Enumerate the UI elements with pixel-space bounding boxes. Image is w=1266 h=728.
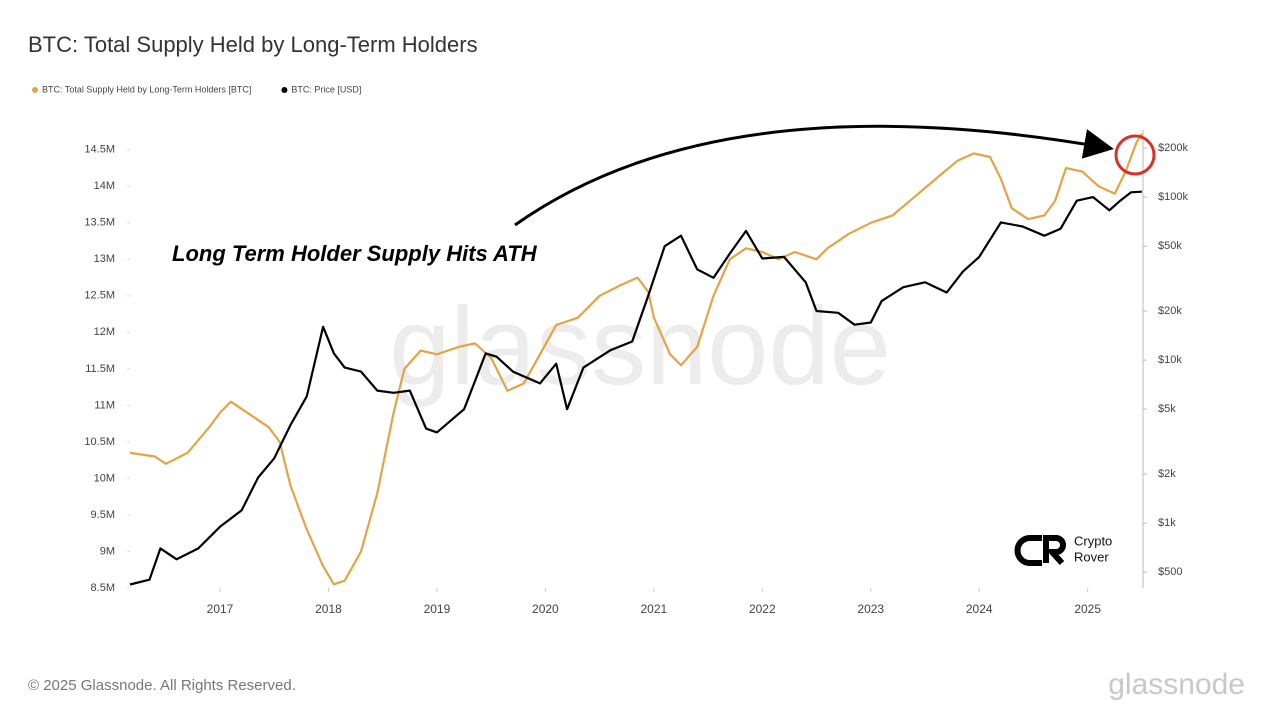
- y2-tick-label: $50k: [1158, 240, 1182, 252]
- x-tick-label: 2021: [641, 602, 668, 616]
- y-tick-label: 14.5M: [84, 144, 115, 156]
- y-tick-label: 13M: [94, 253, 115, 265]
- y2-tick-label: $200k: [1158, 142, 1188, 154]
- legend-label: BTC: Total Supply Held by Long-Term Hold…: [42, 84, 251, 94]
- legend-label: BTC: Price [USD]: [291, 84, 361, 94]
- copyright: © 2025 Glassnode. All Rights Reserved.: [28, 677, 296, 694]
- y-tick-label: 13.5M: [84, 217, 115, 229]
- x-tick-label: 2023: [857, 602, 884, 616]
- branding-logo: Crypto Rover: [1014, 533, 1112, 566]
- y-tick-label: 10M: [94, 472, 115, 484]
- x-tick-label: 2020: [532, 602, 559, 616]
- chart-title: BTC: Total Supply Held by Long-Term Hold…: [28, 32, 478, 57]
- y-tick-label: 11.5M: [85, 363, 115, 375]
- logo-mark: [1014, 535, 1042, 566]
- legend-swatch: [32, 87, 38, 93]
- y2-tick-label: $2k: [1158, 468, 1176, 480]
- y-tick-label: 10.5M: [84, 436, 115, 448]
- y-tick-label: 9M: [100, 545, 115, 557]
- series-line: [129, 190, 1142, 586]
- branding-text: Rover: [1074, 549, 1109, 564]
- y-tick-label: 11M: [94, 399, 115, 411]
- plot-area: 8.5M 9M 9.5M 10M 10.5M 11M 11.5M 12M 12.5M 13M 13.…: [84, 130, 1188, 616]
- highlight-circle: [1114, 134, 1156, 176]
- logo-mark: [1043, 535, 1066, 566]
- x-tick-label: 2017: [207, 602, 234, 616]
- annotation: Long Term Holder Supply Hits ATH: [172, 241, 538, 266]
- x-tick-label: 2022: [749, 602, 776, 616]
- annotation-arrow: [514, 124, 1114, 227]
- y-tick-label: 8.5M: [91, 582, 115, 594]
- legend-swatch: [281, 87, 288, 93]
- y-tick-label: 12M: [94, 326, 115, 338]
- y2-tick-label: $10k: [1158, 354, 1182, 366]
- y2-tick-label: $1k: [1158, 517, 1176, 529]
- y2-tick-label: $100k: [1158, 191, 1188, 203]
- x-tick-label: 2024: [966, 602, 993, 616]
- y-tick-label: 9.5M: [91, 509, 115, 521]
- y2-tick-label: $20k: [1158, 305, 1182, 317]
- y-tick-label: 12.5M: [84, 290, 115, 302]
- y2-tick-label: $500: [1158, 566, 1182, 578]
- x-tick-label: 2025: [1074, 602, 1101, 616]
- branding-text: Crypto: [1074, 533, 1112, 548]
- x-tick-label: 2019: [424, 602, 451, 616]
- x-tick-label: 2018: [315, 602, 342, 616]
- y2-tick-label: $5k: [1158, 403, 1176, 415]
- y-tick-label: 14M: [94, 180, 115, 192]
- footer-logo: glassnode: [1108, 668, 1245, 701]
